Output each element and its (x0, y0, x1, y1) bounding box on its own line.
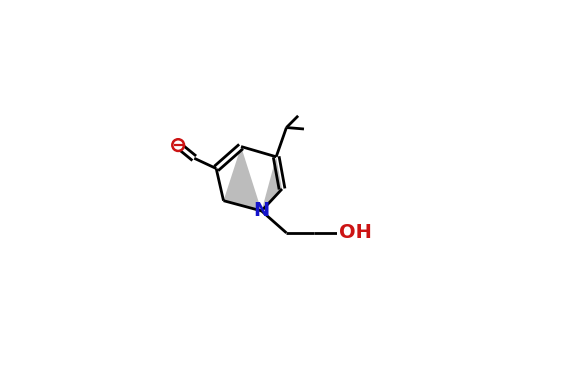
Polygon shape (262, 157, 282, 211)
Polygon shape (223, 147, 262, 211)
Text: OH: OH (339, 223, 372, 242)
Circle shape (172, 139, 184, 152)
Text: N: N (253, 201, 270, 220)
